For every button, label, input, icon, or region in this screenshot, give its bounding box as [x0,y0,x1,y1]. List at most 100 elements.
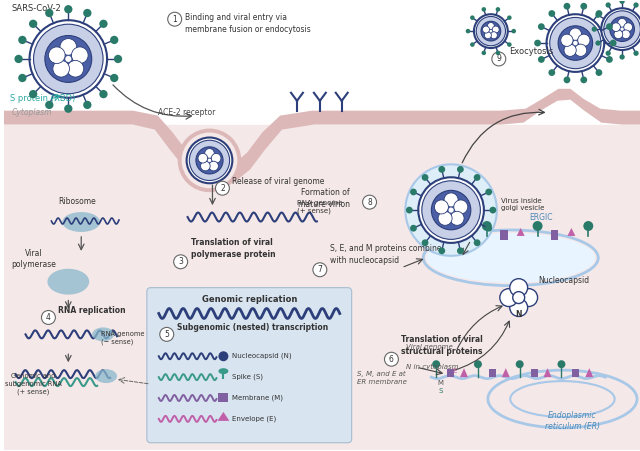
Text: Spike (S): Spike (S) [232,374,263,380]
Polygon shape [568,228,575,236]
Text: Release of viral genome: Release of viral genome [232,177,324,186]
Text: Ribosome: Ribosome [58,197,96,206]
Circle shape [610,40,616,46]
Circle shape [406,207,413,213]
Circle shape [557,360,565,368]
Circle shape [575,44,587,56]
Circle shape [187,138,232,183]
Circle shape [45,101,53,109]
Circle shape [573,41,578,45]
Circle shape [490,30,492,32]
Circle shape [45,9,53,17]
Circle shape [507,42,511,47]
Circle shape [495,51,500,55]
Bar [550,230,559,240]
Text: S, E, and M proteins combine
with nucleocapsid: S, E, and M proteins combine with nucleo… [330,244,442,265]
Text: ERGIC: ERGIC [529,213,552,222]
Circle shape [67,60,84,77]
Circle shape [595,41,600,46]
Text: Envelope (E): Envelope (E) [232,416,276,422]
Text: S, M, and E at
ER membrane: S, M, and E at ER membrane [356,371,406,385]
Circle shape [481,21,500,41]
Text: Endoplasmic
reticulum (ER): Endoplasmic reticulum (ER) [545,411,600,431]
Circle shape [578,34,590,46]
Circle shape [511,29,516,33]
Circle shape [614,30,623,39]
Circle shape [83,101,92,109]
Circle shape [492,26,499,33]
Circle shape [509,279,527,297]
Circle shape [634,51,639,56]
Circle shape [547,14,604,72]
Text: 7: 7 [317,265,323,274]
Text: Genomic replication: Genomic replication [202,295,297,304]
Circle shape [534,40,541,46]
Circle shape [490,207,496,213]
Circle shape [481,7,486,12]
Circle shape [605,51,611,56]
Circle shape [507,15,511,20]
Text: S protein (RBD): S protein (RBD) [10,94,75,103]
Circle shape [550,18,601,69]
Circle shape [634,2,639,8]
Circle shape [474,14,508,48]
Circle shape [564,77,570,83]
Circle shape [432,360,440,368]
Text: Virus inside
golgi vesicle: Virus inside golgi vesicle [501,198,544,211]
Circle shape [200,161,210,171]
Text: RNA genome
(+ sense): RNA genome (+ sense) [297,200,342,214]
Circle shape [211,153,221,163]
Circle shape [189,140,230,180]
Circle shape [485,225,492,232]
Polygon shape [4,89,640,186]
FancyBboxPatch shape [147,288,351,443]
Circle shape [618,18,627,27]
Circle shape [431,190,471,230]
Circle shape [466,29,470,33]
Circle shape [42,310,56,324]
Circle shape [168,12,182,26]
Circle shape [561,34,573,46]
Circle shape [438,166,445,173]
Circle shape [624,23,632,32]
Circle shape [548,10,556,17]
Circle shape [596,10,602,17]
Text: Translation of viral
polymerase protein: Translation of viral polymerase protein [191,238,275,259]
Text: Membrane (M): Membrane (M) [232,395,284,401]
Circle shape [482,221,492,231]
Text: Nucleocapsid: Nucleocapsid [539,276,589,285]
Circle shape [385,352,398,366]
Circle shape [182,133,237,188]
Bar [531,369,538,377]
Polygon shape [502,368,509,377]
Text: Formation of
mature virion: Formation of mature virion [298,189,349,209]
Text: 4: 4 [46,313,51,322]
Circle shape [99,20,108,28]
Ellipse shape [95,369,117,383]
Circle shape [114,55,122,63]
Circle shape [110,74,118,82]
Circle shape [564,44,576,56]
Circle shape [583,221,593,231]
Text: E: E [452,368,456,374]
Circle shape [484,32,492,39]
Ellipse shape [218,368,228,374]
Circle shape [209,161,218,171]
Circle shape [516,360,524,368]
Circle shape [621,30,630,39]
Circle shape [64,5,72,14]
Circle shape [110,36,118,44]
Text: 9: 9 [497,55,501,64]
Text: ACE-2 receptor: ACE-2 receptor [158,108,215,117]
Circle shape [470,15,475,20]
Circle shape [490,32,497,39]
Circle shape [405,164,497,256]
Text: RNA replication: RNA replication [58,307,126,316]
Polygon shape [543,368,552,377]
Circle shape [595,13,600,18]
Circle shape [580,77,587,83]
Circle shape [422,181,481,239]
Circle shape [457,166,464,173]
Circle shape [620,0,625,4]
Text: 6: 6 [389,355,394,364]
